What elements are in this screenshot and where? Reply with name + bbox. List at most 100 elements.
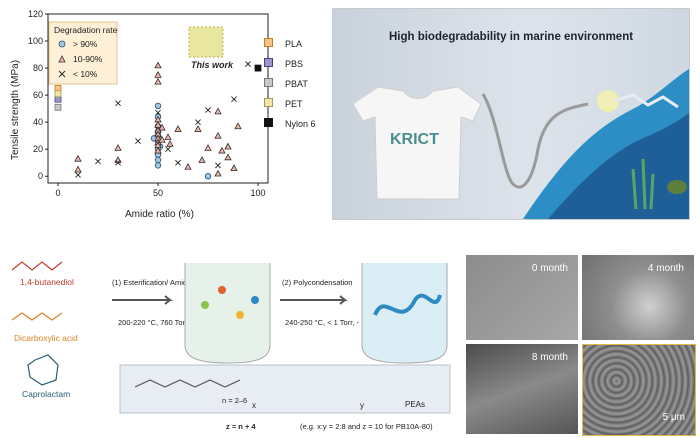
pbs-swatch <box>264 58 273 67</box>
x-axis-label: Amide ratio (%) <box>125 209 194 220</box>
y-tick-label: 120 <box>28 9 43 19</box>
data-point-triangle <box>158 123 166 131</box>
pea-structure-box <box>119 364 451 414</box>
deep-water-shape <box>548 113 689 219</box>
sem-label: 0 month <box>531 263 568 274</box>
glow-highlight <box>597 90 619 112</box>
data-point-cross <box>135 138 141 145</box>
monomer-ball <box>218 286 226 294</box>
sem-image-zoom: 5 μm <box>582 344 696 436</box>
data-point-cross <box>165 146 171 153</box>
data-point-triangle <box>184 162 192 170</box>
data-point-triangle <box>234 122 242 130</box>
data-point-triangle <box>114 156 122 163</box>
data-point-cross <box>195 119 201 126</box>
ref-legend-pla: PLA <box>264 38 302 49</box>
step1-label: (1) Esterification/ Amidation <box>112 278 203 287</box>
pea-backbone <box>134 379 241 388</box>
data-point-cross <box>155 109 161 116</box>
data-point-triangle <box>194 125 202 132</box>
x-tick-label: 100 <box>250 188 265 198</box>
data-point-circle <box>154 156 162 164</box>
data-point-cross <box>115 100 121 107</box>
marine-illustration-panel: High biodegradability in marine environm… <box>332 8 690 220</box>
data-point-triangle <box>158 135 166 143</box>
turtle-shape <box>667 180 687 194</box>
data-point-cross <box>205 107 211 113</box>
scatter-chart: 0 50 100 0 20 40 60 80 100 120 This work Degradat… <box>10 9 269 220</box>
legend-item-1: > 90% <box>73 39 98 49</box>
ref-legend-pbs: PBS <box>264 58 303 69</box>
reference-polymer-marks <box>54 64 262 111</box>
data-point-triangle <box>74 165 82 173</box>
legend-item-3: < 10% <box>73 69 98 79</box>
arrow-1 <box>112 295 173 305</box>
data-point-circle <box>154 102 162 110</box>
data-point-triangle <box>224 142 232 150</box>
monomer3-label: Caprolactam <box>22 389 70 399</box>
data-point-cross <box>115 159 121 166</box>
legend-circle-marker <box>58 40 66 48</box>
data-point-triangle <box>230 164 238 172</box>
panel-title: High biodegradability in marine environm… <box>388 31 634 43</box>
chart-marks <box>74 27 251 180</box>
sem-label: 8 month <box>531 352 568 363</box>
polymer-chain <box>373 293 442 316</box>
data-point-triangle <box>214 169 222 177</box>
sem-image-0-month: 0 month <box>466 255 578 340</box>
data-point-triangle <box>166 139 174 147</box>
data-point-circle <box>204 173 212 180</box>
sem-label: 4 month <box>647 263 684 274</box>
data-point-cross <box>175 159 181 166</box>
monomer-ball <box>251 296 259 304</box>
y-tick-label: 40 <box>33 117 43 127</box>
this-work-box <box>188 26 224 58</box>
x-tick-label: 50 <box>153 188 163 198</box>
chart-axes: 0 50 100 0 20 40 60 80 100 120 <box>28 9 269 198</box>
ref-legend-pet: PET <box>264 98 303 109</box>
monomer-ball <box>201 301 209 309</box>
ref-legend-label: Nylon 6 <box>285 119 316 129</box>
reactor-1 <box>184 263 271 364</box>
data-point-triangle <box>204 144 212 151</box>
ref-legend-pbat: PBAT <box>264 78 308 89</box>
caprolactam-ring <box>27 354 59 386</box>
data-point-cross <box>95 158 101 165</box>
reference-polymer-marker <box>54 90 62 98</box>
seaweed-shape <box>631 158 655 210</box>
data-point-triangle <box>74 154 82 162</box>
cond2-label: 240-250 °C, < 1 Torr, - BDO <box>285 318 377 327</box>
reference-polymer-marker <box>254 64 262 72</box>
monomer-ball <box>236 311 244 319</box>
legend-title: Degradation rate <box>54 25 118 35</box>
reference-polymer-marker <box>54 103 62 111</box>
data-point-triangle <box>154 61 162 69</box>
data-point-triangle <box>224 153 232 161</box>
molecule-chain <box>612 93 679 109</box>
x-tick-label: 0 <box>55 188 60 198</box>
data-point-triangle <box>174 125 182 132</box>
data-point-triangle <box>164 133 172 140</box>
y-subscript: y <box>360 401 364 410</box>
sem-scale-label: 5 μm <box>662 412 685 423</box>
n-label: n = 2–6 <box>222 396 247 405</box>
example-note: (e.g. x:y = 2:8 and z = 10 for PB10A-80) <box>300 422 433 431</box>
synthesis-scheme: 1,4-butanediol Dicarboxylic acid Caprola… <box>11 261 451 431</box>
legend-triangle-marker <box>58 55 66 63</box>
data-point-triangle <box>214 107 222 115</box>
data-point-cross <box>215 162 221 169</box>
fiber-strand <box>481 93 589 189</box>
butanediol-structure <box>11 261 63 271</box>
step2-label: (2) Polycondensation <box>282 278 352 287</box>
y-tick-label: 60 <box>33 90 43 100</box>
marine-illustration: KRICT <box>352 69 689 219</box>
ref-legend-label: PLA <box>285 39 303 49</box>
data-point-triangle <box>218 146 226 154</box>
nylon6-swatch <box>264 118 273 127</box>
data-point-cross <box>245 61 251 67</box>
data-point-triangle <box>154 77 162 85</box>
this-work-label: This work <box>191 60 234 70</box>
legend-cross-marker <box>58 70 66 78</box>
y-tick-label: 80 <box>33 63 43 73</box>
data-point-cross <box>231 96 237 103</box>
